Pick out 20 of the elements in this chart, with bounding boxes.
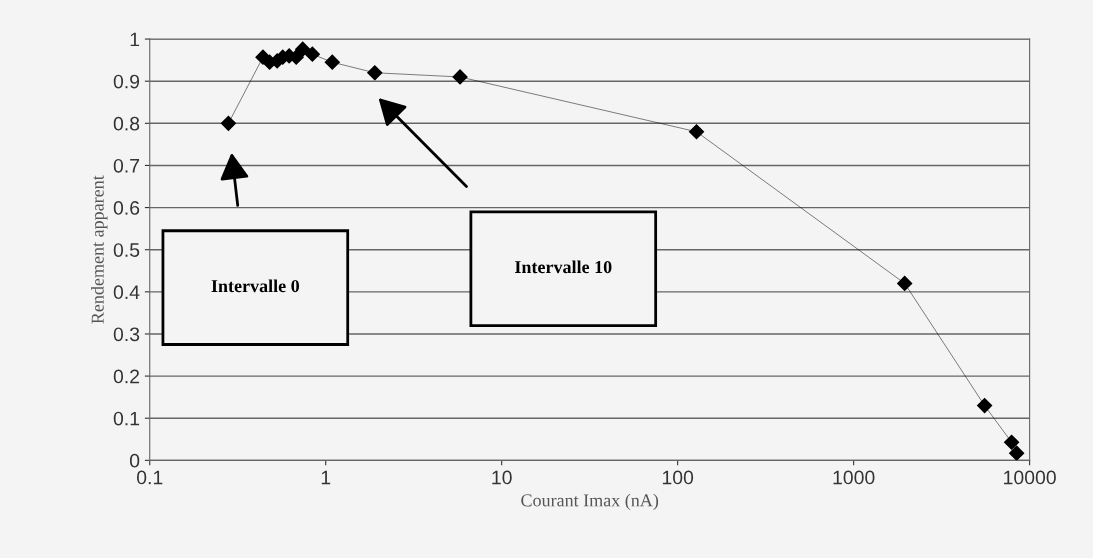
y-tick-label: 0.8 bbox=[113, 116, 140, 131]
x-tick-label: 100 bbox=[662, 470, 694, 485]
y-tick-label: 0.3 bbox=[113, 327, 140, 342]
x-tick-label: 1 bbox=[321, 470, 331, 485]
y-tick-label: 0.9 bbox=[113, 74, 140, 89]
annotation: Intervalle 0 bbox=[211, 279, 300, 293]
y-tick-label: 0.5 bbox=[113, 243, 140, 257]
y-tick-label: 0.4 bbox=[113, 285, 140, 300]
x-axis-title: Courant Imax (nA) bbox=[521, 493, 659, 511]
y-tick-label: 0.2 bbox=[113, 369, 140, 384]
x-tick-label: 1000 bbox=[833, 470, 875, 485]
x-tick-label: 10000 bbox=[1004, 470, 1056, 485]
y-tick-label: 0.6 bbox=[113, 201, 140, 215]
y-tick-label: 0 bbox=[129, 453, 140, 468]
annotation: Intervalle 10 bbox=[515, 260, 612, 274]
y-tick-label: 0.7 bbox=[113, 158, 140, 173]
y-tick-label: 0.1 bbox=[113, 411, 140, 426]
x-tick-label: 10 bbox=[492, 470, 512, 485]
y-tick-label: 1 bbox=[130, 32, 140, 47]
y-axis-title: Rendement apparent bbox=[91, 175, 108, 324]
